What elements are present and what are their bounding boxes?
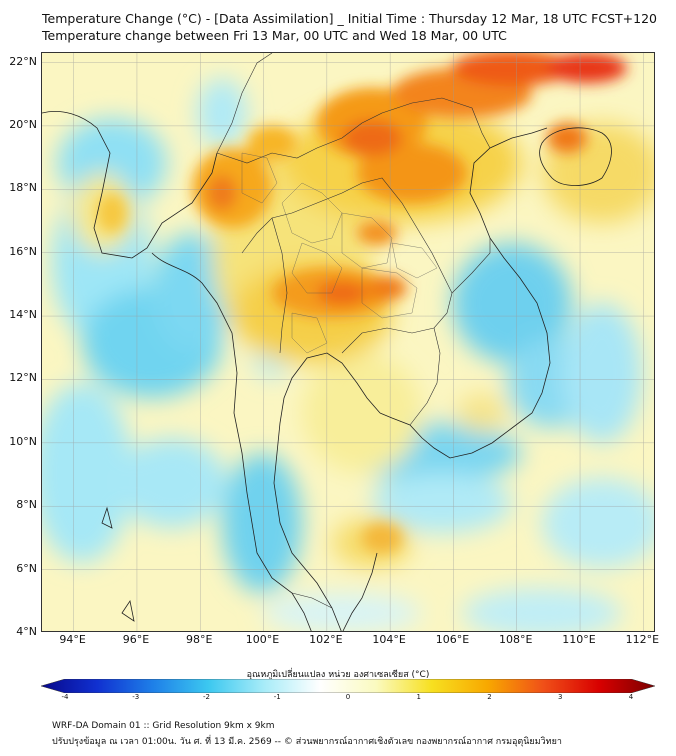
- longitude-label: 108°E: [499, 633, 533, 646]
- map-canvas: [42, 53, 654, 631]
- colorbar-tick-label: 1: [416, 693, 421, 701]
- latitude-label: 6°N: [16, 561, 37, 575]
- latitude-label: 18°N: [9, 181, 37, 195]
- latitude-label: 4°N: [16, 625, 37, 638]
- latitude-label: 16°N: [9, 244, 37, 258]
- latitude-label: 8°N: [16, 498, 37, 512]
- colorbar: [41, 679, 655, 693]
- colorbar-tick-label: 0: [345, 693, 351, 701]
- latitude-label: 22°N: [9, 54, 37, 68]
- longitude-label: 106°E: [435, 633, 470, 646]
- longitude-label: 100°E: [245, 633, 280, 646]
- model-info: WRF-DA Domain 01 :: Grid Resolution 9km …: [52, 721, 275, 731]
- longitude-label: 102°E: [309, 633, 343, 646]
- colorbar-title: อุณหภูมิเปลี่ยนแปลง หน่วย องศาเซลเซียส (…: [246, 670, 430, 680]
- colorbar-tick-label: -1: [273, 693, 281, 701]
- longitude-label: 96°E: [122, 633, 150, 646]
- colorbar-tick-label: 4: [628, 693, 634, 701]
- longitude-label: 110°E: [562, 633, 596, 646]
- update-info: ปรับปรุงข้อมูล ณ เวลา 01:00น. วัน ศ. ที่…: [52, 737, 562, 747]
- map-subtitle: Temperature change between Fri 13 Mar, 0…: [42, 28, 507, 43]
- longitude-label: 104°E: [372, 633, 406, 646]
- latitude-label: 14°N: [9, 308, 37, 322]
- longitude-label: 94°E: [59, 633, 86, 646]
- colorbar-tick-label: 3: [558, 693, 563, 701]
- province-borders: [241, 152, 438, 354]
- longitude-label: 112°E: [625, 633, 660, 646]
- country-borders: [216, 53, 491, 609]
- latitude-label: 10°N: [9, 434, 37, 448]
- colorbar-tick-label: -2: [203, 693, 210, 701]
- latitude-label: 12°N: [9, 371, 37, 385]
- graticule: [42, 53, 654, 631]
- colorbar-tick-label: 2: [487, 693, 492, 701]
- coastlines: [42, 111, 612, 631]
- colorbar-tick-label: -4: [61, 693, 69, 701]
- temperature-change-map: [41, 52, 655, 632]
- colorbar-tick-label: -3: [132, 693, 140, 701]
- longitude-label: 98°E: [186, 633, 213, 646]
- map-title: Temperature Change (°C) - [Data Assimila…: [42, 11, 657, 26]
- latitude-label: 20°N: [9, 117, 37, 131]
- colorbar-body: [41, 679, 655, 693]
